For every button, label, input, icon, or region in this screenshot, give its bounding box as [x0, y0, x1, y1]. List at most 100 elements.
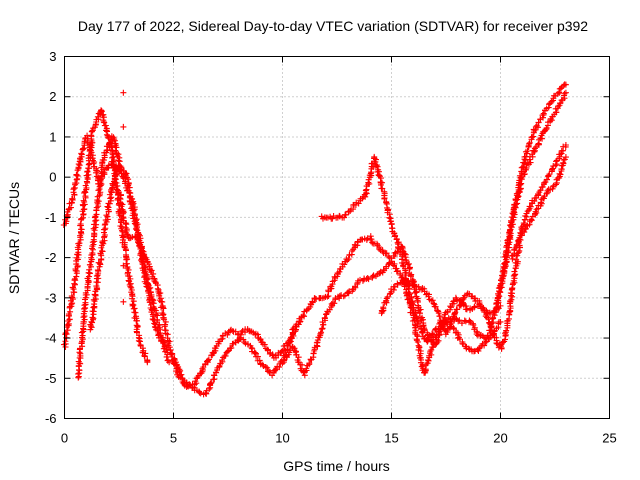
data-point — [204, 357, 211, 364]
series-track-A — [61, 107, 151, 366]
data-point — [98, 107, 105, 114]
data-point — [526, 221, 533, 228]
data-point — [73, 171, 80, 178]
data-point — [136, 240, 143, 247]
data-point — [104, 213, 111, 220]
y-tick-label: -1 — [45, 210, 57, 225]
data-point — [160, 345, 167, 352]
data-point — [288, 334, 295, 341]
data-point — [120, 175, 127, 182]
data-point — [372, 158, 379, 165]
data-point — [493, 340, 500, 347]
data-point — [491, 309, 498, 316]
data-point — [62, 338, 69, 345]
data-point — [528, 216, 535, 223]
data-point — [485, 316, 492, 323]
data-point — [134, 221, 141, 228]
x-axis-label: GPS time / hours — [283, 458, 390, 474]
data-point — [143, 276, 150, 283]
data-point — [281, 352, 288, 359]
x-tick-label: 0 — [61, 431, 68, 446]
x-tick-label: 10 — [275, 431, 289, 446]
data-point — [166, 344, 173, 351]
data-point — [207, 380, 214, 387]
data-point — [132, 233, 139, 240]
data-point — [78, 226, 85, 233]
data-point — [157, 290, 164, 297]
y-tick-label: -2 — [45, 250, 57, 265]
data-point — [543, 190, 550, 197]
data-point — [74, 172, 81, 179]
data-point — [154, 285, 161, 292]
data-point — [430, 331, 437, 338]
data-point — [89, 314, 96, 321]
data-point — [67, 204, 74, 211]
data-point — [150, 270, 157, 277]
data-point — [383, 199, 390, 206]
data-point — [530, 133, 537, 140]
data-point — [111, 172, 118, 179]
data-point — [522, 225, 529, 232]
data-point — [262, 364, 269, 371]
data-point — [116, 195, 123, 202]
data-point — [222, 352, 229, 359]
data-point — [531, 148, 538, 155]
data-point — [374, 163, 381, 170]
data-point — [520, 220, 527, 227]
data-point — [303, 365, 310, 372]
data-point — [166, 359, 173, 366]
data-point — [320, 321, 327, 328]
data-point — [535, 119, 542, 126]
data-point — [405, 260, 412, 267]
data-point — [364, 235, 371, 242]
data-point — [309, 298, 316, 305]
data-point — [103, 127, 110, 134]
data-point — [87, 261, 94, 268]
data-point — [287, 335, 294, 342]
data-point — [561, 90, 568, 97]
data-point — [116, 212, 123, 219]
data-point — [379, 185, 386, 192]
data-point — [473, 331, 480, 338]
data-point — [553, 109, 560, 116]
data-point — [502, 330, 509, 337]
data-point — [94, 267, 101, 274]
data-point — [541, 179, 548, 186]
data-point — [381, 195, 388, 202]
data-point — [450, 298, 457, 305]
data-point — [136, 338, 143, 345]
y-tick-label: -3 — [45, 290, 57, 305]
data-point — [435, 310, 442, 317]
data-point — [354, 281, 361, 288]
data-point — [85, 171, 92, 178]
data-point — [393, 268, 400, 275]
data-point — [547, 100, 554, 107]
data-point — [95, 198, 102, 205]
data-point — [493, 301, 500, 308]
data-point — [160, 314, 167, 321]
data-point — [531, 198, 538, 205]
outlier-point — [120, 262, 127, 269]
data-point — [75, 358, 82, 365]
data-point — [324, 293, 331, 300]
y-tick-label: -5 — [45, 371, 57, 386]
data-point — [90, 304, 97, 311]
data-point — [557, 100, 564, 107]
data-point — [97, 176, 104, 183]
data-point — [145, 281, 152, 288]
data-point — [527, 159, 534, 166]
data-point — [266, 369, 273, 376]
data-point — [447, 304, 454, 311]
data-point — [124, 231, 131, 238]
data-point — [89, 157, 96, 164]
data-point — [149, 299, 156, 306]
data-point — [213, 369, 220, 376]
data-point — [486, 320, 493, 327]
data-point — [272, 366, 279, 373]
data-point — [321, 314, 328, 321]
data-point — [91, 291, 98, 298]
data-point — [152, 279, 159, 286]
data-point — [74, 175, 81, 182]
data-point — [81, 302, 88, 309]
data-point — [497, 302, 504, 309]
